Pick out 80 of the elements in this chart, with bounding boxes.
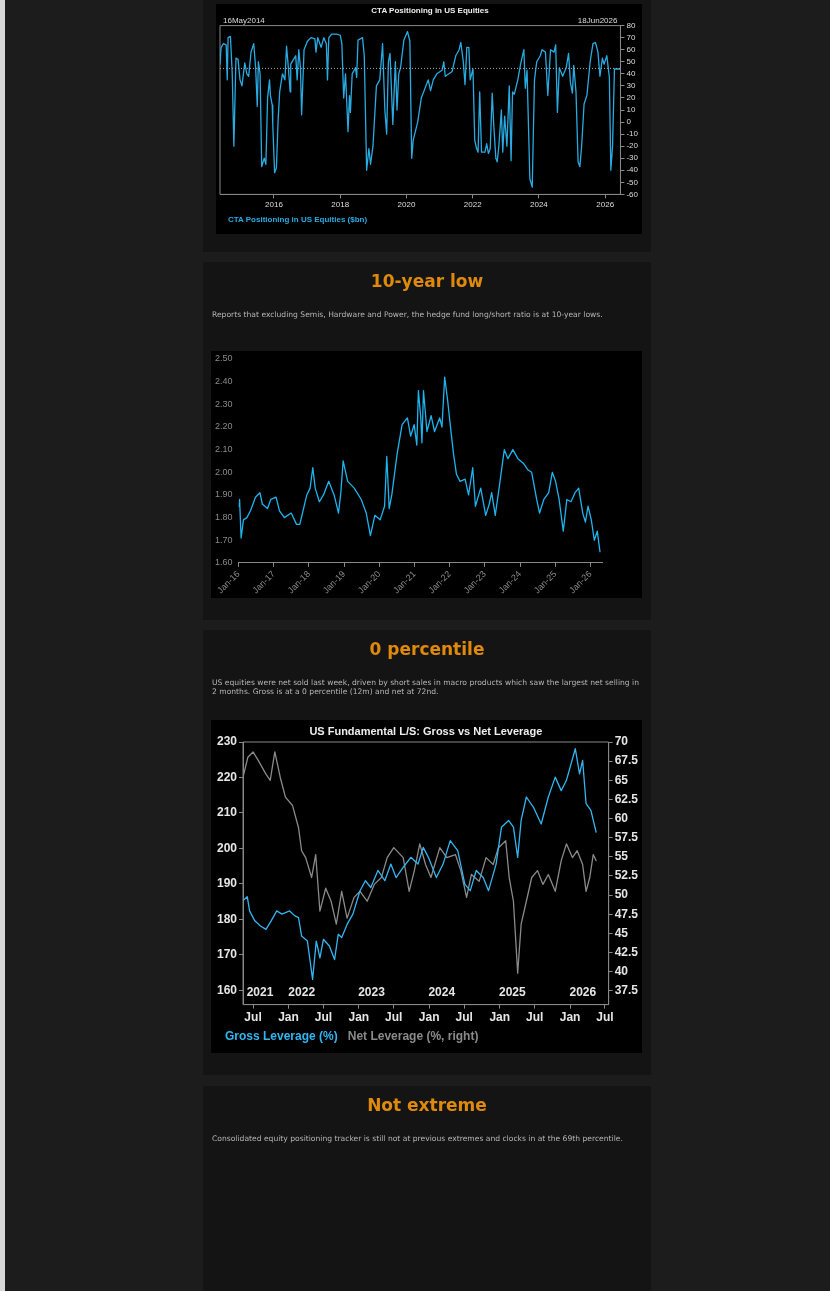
chart-title: CTA Positioning in US Equities [371, 6, 490, 15]
y2-tick-label: 47.5 [614, 906, 639, 921]
y-tick-label: 200 [216, 840, 238, 855]
x-tick-label: 2020 [397, 200, 416, 210]
y2-tick-label: 62.5 [614, 791, 639, 806]
annotation: 2025 [498, 985, 526, 1000]
y2-tick-label: -60 [626, 189, 639, 199]
y2-tick-label: 50 [614, 887, 629, 902]
y2-tick-label: 50 [626, 56, 636, 66]
annotation: 2026 [569, 985, 597, 1000]
x-tick-label: Jul [314, 1010, 333, 1025]
x-tick-label: Jan [278, 1010, 299, 1025]
y-tick-label: 180 [216, 911, 238, 926]
y2-tick-label: 80 [626, 20, 636, 30]
x-tick-label: Jan [348, 1010, 370, 1025]
text: US Fundamental L/S: Gross vs Net Leverage [309, 725, 543, 738]
y2-tick-label: -20 [626, 141, 639, 151]
x-tick-label: Jan [418, 1010, 440, 1025]
y-tick-label: 2.30 [214, 398, 233, 409]
x-tick-label: Jul [455, 1010, 473, 1025]
y-tick-label: 190 [216, 876, 238, 891]
text: 18Jun2026 [577, 15, 618, 25]
y2-tick-label: -50 [626, 177, 639, 187]
text: Gross Leverage (%) [225, 1029, 338, 1044]
y-tick-label: 1.60 [214, 557, 233, 568]
y-tick-label: 1.90 [214, 489, 233, 500]
y2-tick-label: 0 [626, 117, 632, 127]
y-tick-label: 2.10 [214, 444, 233, 455]
y2-tick-label: 45 [614, 925, 629, 940]
x-tick-label: Jan [559, 1010, 581, 1025]
y2-tick-label: 67.5 [614, 753, 639, 768]
y2-tick-label: 20 [626, 93, 636, 103]
x-tick-label: Jul [525, 1010, 544, 1025]
y2-tick-label: 65 [614, 772, 629, 787]
annotation: 2023 [358, 985, 386, 1000]
y-tick-label: 220 [216, 769, 238, 784]
y-tick-label: 2.50 [214, 353, 233, 364]
y2-tick-label: 30 [626, 81, 636, 91]
y2-tick-label: -30 [626, 153, 639, 163]
text: Not extreme [366, 1095, 488, 1115]
y2-tick-label: 60 [626, 44, 636, 54]
annotation: 2021 [246, 985, 274, 1000]
y-tick-label: 2.40 [214, 376, 233, 387]
x-tick-label: 2018 [331, 200, 350, 210]
x-tick-label: Jul [244, 1010, 262, 1025]
y-tick-label: 160 [216, 982, 238, 997]
y-tick-label: 2.20 [214, 421, 233, 432]
x-tick-label: Jul [596, 1010, 614, 1025]
y2-tick-label: 57.5 [614, 830, 639, 845]
y-tick-label: 1.80 [214, 512, 233, 523]
annotation: 2024 [428, 985, 456, 1000]
y2-tick-label: 70 [614, 734, 629, 749]
x-tick-label: 2026 [596, 200, 615, 210]
text: CTA Positioning in US Equities ($bn) [228, 215, 368, 225]
y2-tick-label: 40 [626, 69, 636, 79]
y-tick-label: 170 [216, 947, 238, 962]
y-tick-label: 2.00 [214, 466, 233, 477]
y2-tick-label: 10 [626, 105, 636, 115]
x-tick-label: 2024 [530, 200, 549, 210]
y2-tick-label: 70 [626, 32, 636, 42]
text: Net Leverage (%, right) [347, 1029, 479, 1044]
text: 16May2014 [223, 15, 266, 25]
y2-tick-label: 40 [614, 963, 629, 978]
x-tick-label: Jul [385, 1010, 403, 1025]
annotation: 2022 [288, 985, 316, 1000]
chart-title: 10-year low [369, 271, 485, 291]
y2-tick-label: 42.5 [614, 944, 639, 959]
y2-tick-label: 52.5 [614, 868, 639, 883]
x-tick-label: 2016 [265, 200, 284, 210]
chart-title: 0 percentile [368, 639, 486, 659]
y2-tick-label: 55 [614, 849, 629, 864]
y-tick-label: 210 [216, 805, 238, 820]
x-tick-label: 2022 [463, 200, 483, 210]
y-tick-label: 1.70 [214, 534, 233, 545]
y2-tick-label: 37.5 [614, 983, 639, 998]
y2-tick-label: -10 [626, 129, 639, 139]
y-tick-label: 230 [216, 734, 238, 749]
x-tick-label: Jan [489, 1010, 511, 1025]
y2-tick-label: -40 [626, 165, 639, 175]
y2-tick-label: 60 [614, 810, 629, 825]
